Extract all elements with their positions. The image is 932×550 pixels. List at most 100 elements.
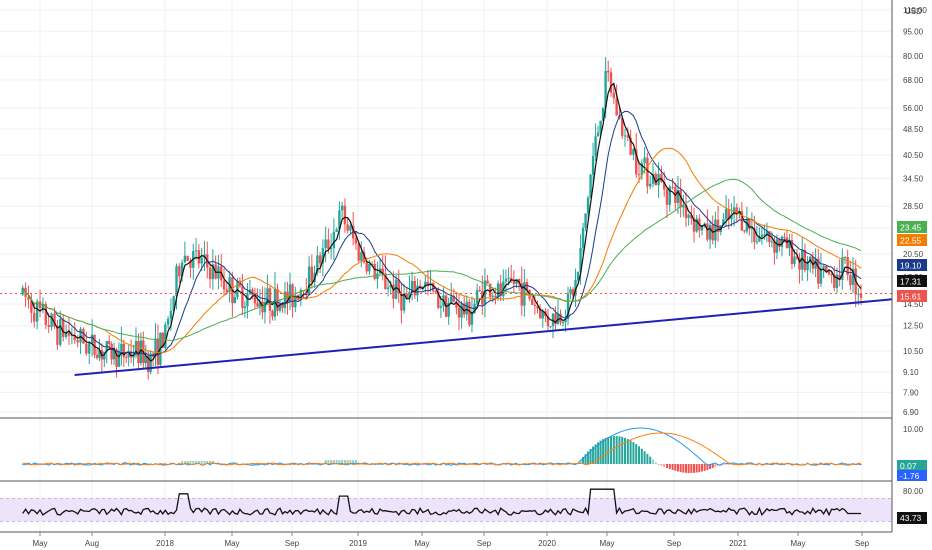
time-tick-label: May xyxy=(414,539,429,548)
candle-body xyxy=(400,293,403,311)
candle-body xyxy=(601,107,605,121)
macd-bar xyxy=(327,460,330,464)
macd-bar xyxy=(801,463,804,465)
price-label-badge xyxy=(897,290,927,302)
macd-bar xyxy=(668,464,671,469)
candle-body xyxy=(692,218,696,232)
candle-body xyxy=(246,293,249,307)
candle-body xyxy=(120,343,123,352)
macd-bar xyxy=(557,463,560,465)
macd-bar xyxy=(657,464,660,465)
candle-body xyxy=(546,316,550,327)
time-axis[interactable]: May Aug 2018 May Sep 2019 May Sep 2020 May Sep 2021… xyxy=(32,532,870,548)
macd-bar xyxy=(117,463,120,464)
macd-bar xyxy=(56,464,59,466)
candle-body xyxy=(795,256,799,258)
macd-bar xyxy=(621,436,624,464)
macd-bar xyxy=(676,464,679,472)
candle-body xyxy=(263,302,267,313)
time-tick-label: May xyxy=(790,539,805,548)
macd-bar xyxy=(125,463,128,464)
macd-bar xyxy=(544,462,547,464)
candle-body xyxy=(253,294,257,304)
candle-body xyxy=(662,181,666,190)
macd-bar xyxy=(424,464,427,465)
candle-body xyxy=(554,313,557,325)
candle-body xyxy=(110,343,113,360)
candle-body xyxy=(849,274,852,286)
macd-bar xyxy=(483,464,486,465)
candle-body xyxy=(491,295,495,297)
candle-body xyxy=(654,173,657,186)
macd-bar xyxy=(679,464,682,473)
macd-bar xyxy=(725,464,728,465)
candle-body xyxy=(566,293,570,320)
time-tick-label: 2021 xyxy=(729,539,747,548)
macd-bar xyxy=(806,463,809,465)
price-tick-label: 6.90 xyxy=(903,408,919,417)
macd-bar xyxy=(510,464,513,465)
candle-body xyxy=(276,288,279,311)
macd-bar xyxy=(195,461,198,464)
candle-body xyxy=(716,219,720,233)
candle-body xyxy=(194,250,198,252)
macd-bar xyxy=(549,463,552,465)
price-label-badge xyxy=(897,275,927,287)
macd-bar xyxy=(108,464,111,465)
candle-body xyxy=(324,239,327,249)
candle-body xyxy=(368,263,371,272)
candle-body xyxy=(743,230,746,232)
macd-bar xyxy=(357,464,360,465)
candle-body xyxy=(494,295,497,298)
candle-body xyxy=(599,120,602,133)
moving-average-line xyxy=(22,82,862,362)
candle-body xyxy=(724,209,728,220)
candle-body xyxy=(56,326,59,345)
macd-bar xyxy=(607,436,610,464)
candle-body xyxy=(574,279,577,296)
macd-bar xyxy=(186,461,189,464)
macd-bar xyxy=(685,464,687,473)
candle-body xyxy=(151,353,155,357)
price-axis[interactable]: 110.00 95.00 80.00 68.00 56.00 48.50 40.50 34.5… xyxy=(903,6,927,417)
macd-bar xyxy=(592,446,595,464)
macd-bar xyxy=(283,463,286,465)
candle-body xyxy=(750,228,754,230)
macd-bar xyxy=(413,464,416,466)
candle-body xyxy=(38,301,42,309)
rsi-line-path xyxy=(22,488,861,517)
candle-body xyxy=(370,263,374,265)
candle-body xyxy=(790,239,794,264)
macd-bar xyxy=(137,463,140,465)
candle-body xyxy=(296,295,300,300)
candle-body xyxy=(426,281,430,286)
macd-bar xyxy=(82,462,85,464)
price-tick-label: 9.10 xyxy=(903,368,919,377)
candle-body xyxy=(413,280,416,296)
candle-body xyxy=(103,351,106,360)
candle-body xyxy=(208,267,212,280)
moving-average-line xyxy=(22,147,862,354)
candle-body xyxy=(33,312,36,322)
macd-bar xyxy=(584,454,587,464)
candle-body xyxy=(365,262,368,272)
price-tick-label: 40.50 xyxy=(903,151,924,160)
candle-body xyxy=(90,334,94,344)
macd-bar xyxy=(695,464,698,473)
macd-bar xyxy=(849,463,852,465)
candle-body xyxy=(609,72,613,93)
candle-body xyxy=(397,279,400,294)
candle-body xyxy=(349,225,352,231)
price-tick-label: 48.50 xyxy=(903,125,924,134)
candle-body xyxy=(708,225,712,240)
candle-body xyxy=(98,350,101,358)
rsi-band xyxy=(0,498,892,522)
macd-tick-label: 10.00 xyxy=(903,425,924,434)
macd-bar xyxy=(778,462,781,464)
rsi-value-badge xyxy=(897,512,927,524)
candle-body xyxy=(629,137,632,155)
candle-body xyxy=(278,303,282,311)
candle-body xyxy=(258,301,262,307)
candle-body xyxy=(233,297,237,304)
time-tick-label: 2018 xyxy=(156,539,174,548)
